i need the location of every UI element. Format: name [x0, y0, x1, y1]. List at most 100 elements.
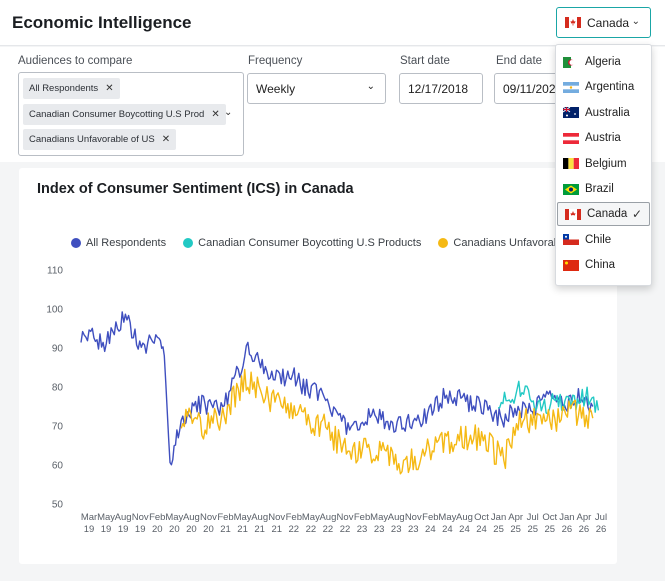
- chevron-down-icon: ⌄: [631, 16, 640, 27]
- legend-dot: [183, 238, 194, 248]
- x-tick-label: 25: [493, 524, 504, 535]
- chart-card: Index of Consumer Sentiment (ICS) in Can…: [19, 168, 617, 564]
- x-tick-label: 20: [152, 524, 163, 535]
- x-tick-label: 21: [271, 524, 282, 535]
- x-tick-label: Mar: [81, 512, 97, 523]
- x-tick-label: Nov: [200, 512, 217, 523]
- canada-flag-icon: [565, 17, 581, 28]
- x-tick-label: Aug: [251, 512, 268, 523]
- x-tick-label: 19: [135, 524, 146, 535]
- legend-label: Canadians Unfavorable of US: [453, 237, 561, 249]
- x-tick-label: 25: [510, 524, 521, 535]
- audience-chip-label: Canadian Consumer Boycotting U.S Prod: [29, 109, 205, 120]
- remove-chip-icon[interactable]: ✕: [161, 134, 171, 145]
- audience-chip-label: Canadians Unfavorable of US: [29, 134, 155, 145]
- belgium-flag-icon: [563, 158, 579, 170]
- remove-chip-icon[interactable]: ✕: [105, 83, 114, 94]
- y-tick-label: 60: [52, 461, 64, 472]
- line-chart: 5060708090100110Mar19May19Aug19Nov19Feb2…: [46, 266, 607, 536]
- x-tick-label: Jul: [527, 512, 539, 523]
- x-tick-label: 26: [562, 524, 573, 535]
- x-tick-label: Jan: [491, 512, 506, 523]
- country-select-label: Canada: [587, 15, 630, 30]
- country-option-label: Belgium: [585, 157, 627, 170]
- start-date-input[interactable]: 12/17/2018: [399, 73, 483, 104]
- legend-item[interactable]: Canadians Unfavorable of US: [438, 237, 561, 249]
- audience-chip: Canadians Unfavorable of US ✕: [23, 129, 177, 150]
- audience-chip: Canadian Consumer Boycotting U.S Prod ✕: [23, 104, 226, 125]
- audiences-multiselect[interactable]: All Respondents ✕ Canadian Consumer Boyc…: [18, 72, 244, 156]
- x-tick-label: May: [370, 512, 388, 523]
- x-tick-label: May: [302, 512, 320, 523]
- argentina-flag-icon: [563, 81, 579, 93]
- country-option-label: Austria: [585, 132, 621, 145]
- country-option-belgium[interactable]: Belgium: [556, 152, 651, 176]
- x-tick-label: Feb: [354, 512, 370, 523]
- x-tick-label: Feb: [149, 512, 165, 523]
- x-tick-label: Apr: [577, 512, 592, 523]
- x-tick-label: May: [438, 512, 456, 523]
- country-option-label: Brazil: [585, 183, 614, 195]
- x-tick-label: 23: [374, 524, 385, 535]
- country-option-algeria[interactable]: Algeria: [556, 50, 651, 74]
- country-option-brazil[interactable]: Brazil: [556, 177, 651, 201]
- checkmark-icon: ✓: [631, 207, 642, 222]
- x-tick-label: Jul: [595, 512, 607, 523]
- australia-flag-icon: [563, 107, 579, 119]
- x-tick-label: Apr: [508, 512, 523, 523]
- x-tick-label: Feb: [217, 512, 233, 523]
- y-tick-label: 70: [52, 422, 64, 433]
- legend-item[interactable]: All Respondents: [71, 237, 166, 249]
- remove-chip-icon[interactable]: ✕: [211, 109, 220, 120]
- austria-flag-icon: [563, 132, 579, 144]
- x-tick-label: 24: [459, 524, 470, 535]
- start-date-value: 12/17/2018: [408, 81, 469, 96]
- x-tick-label: 24: [425, 524, 436, 535]
- x-tick-label: 19: [118, 524, 129, 535]
- x-tick-label: 20: [169, 524, 180, 535]
- audience-chip-label: All Respondents: [29, 83, 99, 94]
- country-option-china[interactable]: China: [556, 253, 651, 277]
- country-option-label: Algeria: [585, 56, 621, 68]
- country-option-label: Argentina: [585, 81, 635, 94]
- brazil-flag-icon: [563, 183, 579, 195]
- x-tick-label: 21: [237, 524, 248, 535]
- x-tick-label: Aug: [388, 512, 405, 523]
- frequency-select[interactable]: Weekly ⌄: [247, 73, 386, 104]
- country-select[interactable]: Canada ⌄: [556, 7, 651, 38]
- y-tick-label: 50: [52, 500, 64, 511]
- x-tick-label: Oct: [474, 512, 489, 523]
- x-tick-label: 22: [306, 524, 317, 535]
- country-option-australia[interactable]: Australia: [556, 101, 651, 125]
- x-tick-label: May: [165, 512, 183, 523]
- x-tick-label: 23: [408, 524, 419, 535]
- x-tick-label: Oct: [542, 512, 557, 523]
- legend-label: Canadian Consumer Boycotting U.S Product…: [198, 237, 422, 249]
- x-tick-label: Feb: [286, 512, 302, 523]
- x-tick-label: Nov: [405, 512, 422, 523]
- app-title: Economic Intelligence: [12, 13, 192, 32]
- chart-title: Index of Consumer Sentiment (ICS) in Can…: [37, 181, 354, 197]
- legend-label: All Respondents: [86, 237, 167, 249]
- legend-item[interactable]: Canadian Consumer Boycotting U.S Product…: [183, 237, 421, 249]
- end-date-input[interactable]: 09/11/2026: [494, 73, 558, 104]
- legend-dot: [71, 238, 81, 248]
- y-tick-label: 80: [52, 383, 64, 394]
- x-tick-label: 19: [101, 524, 112, 535]
- x-tick-label: Aug: [456, 512, 473, 523]
- country-option-chile[interactable]: Chile: [556, 228, 651, 252]
- chevron-down-icon[interactable]: ⌄: [224, 107, 233, 118]
- country-option-label: Canada: [587, 208, 628, 221]
- country-option-canada[interactable]: Canada ✓: [557, 202, 650, 227]
- x-tick-label: 22: [289, 524, 300, 535]
- y-tick-label: 110: [47, 266, 63, 277]
- chart-legend: All Respondents Canadian Consumer Boycot…: [71, 237, 561, 253]
- x-tick-label: 24: [442, 524, 453, 535]
- x-tick-label: 25: [545, 524, 556, 535]
- x-tick-label: Aug: [183, 512, 200, 523]
- country-option-austria[interactable]: Austria: [556, 126, 651, 150]
- x-tick-label: 23: [391, 524, 402, 535]
- x-tick-label: 22: [340, 524, 351, 535]
- country-option-argentina[interactable]: Argentina: [556, 75, 651, 99]
- x-tick-label: May: [234, 512, 252, 523]
